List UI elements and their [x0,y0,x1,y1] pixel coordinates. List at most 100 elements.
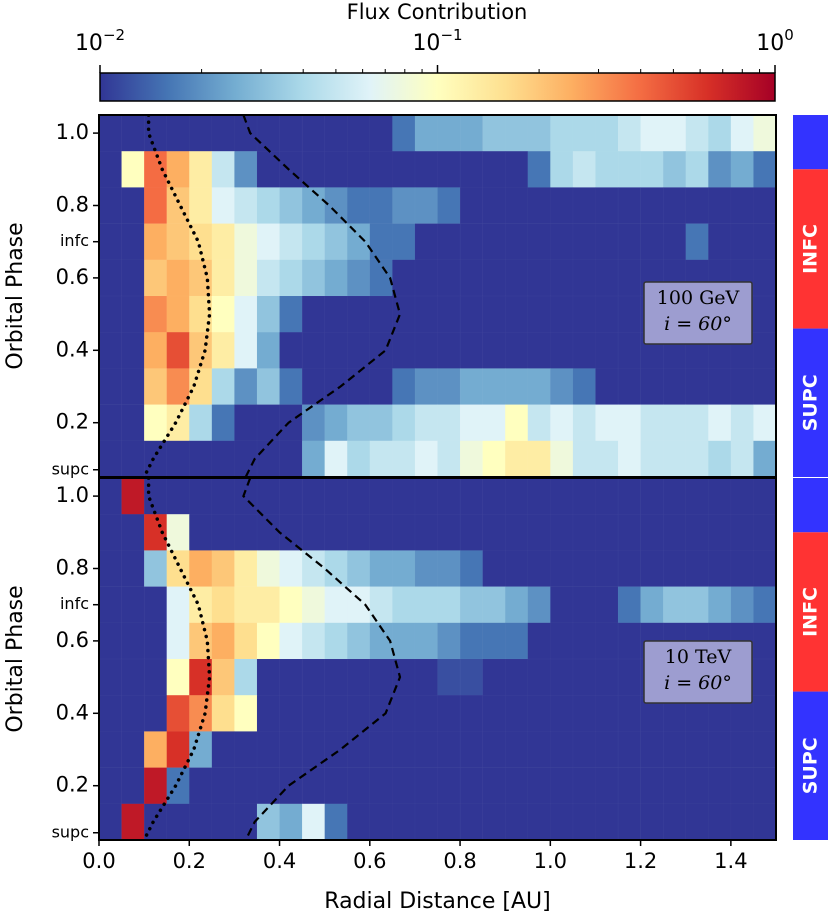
heatmap-cell [121,513,145,551]
heatmap-cell [640,223,664,261]
heatmap-cell [211,295,235,333]
heatmap-cell [662,731,687,769]
colorbar-tick-base: 10 [412,31,440,56]
heatmap-cell [392,368,416,406]
heatmap-cell [437,187,461,225]
heatmap-cell [121,259,145,297]
heatmap-cell [324,404,348,442]
colorbar-tick-exponent: −1 [440,26,462,44]
heatmap-cell [459,368,484,406]
heatmap-cell [369,658,393,696]
colorbar-tick-base: 10 [756,31,784,56]
heatmap-cell [753,259,777,297]
heatmap-cell [98,187,123,225]
heatmap-cell [550,803,574,841]
heatmap-cell [572,187,597,225]
heatmap-cell [617,440,642,478]
heatmap-cell [459,803,484,841]
heatmap-cell [392,223,416,261]
heatmap-cell [504,404,529,442]
heatmap-cell [730,767,754,805]
heatmap-cell [256,331,281,369]
heatmap-cell [121,694,145,732]
heatmap-cell [414,550,439,588]
heatmap-cell [550,440,574,478]
heatmap-cell [459,440,484,478]
heatmap-cell [572,223,597,261]
heatmap-cell [256,295,281,333]
heatmap-cell [708,767,732,805]
heatmap-cell [617,767,642,805]
heatmap-cell [166,114,190,152]
phase-band [793,328,828,477]
heatmap-cell [121,187,145,225]
heatmap-cell [459,223,484,261]
heatmap-cell [143,404,168,442]
heatmap-cell [437,331,461,369]
annotation-text: i = 60° [664,313,732,335]
heatmap-cell [437,586,461,624]
heatmap-cell [346,114,371,152]
y-tick-label: 0.2 [56,773,89,797]
heatmap-cell [527,259,551,297]
heatmap-cell [572,550,597,588]
heatmap-cell [234,513,258,551]
heatmap-cell [211,731,235,769]
heatmap-cell [459,658,484,696]
heatmap-cell [234,331,258,369]
heatmap-cell [617,477,642,515]
heatmap-cell [301,550,326,588]
heatmap-cell [301,622,326,660]
heatmap-cell [617,731,642,769]
y-tick-label: 0.8 [56,193,89,217]
heatmap-cell [730,477,754,515]
heatmap-cell [595,513,619,551]
heatmap-cell [482,550,506,588]
heatmap-cell [753,150,777,188]
heatmap-cell [640,803,664,841]
heatmap-cell [482,223,506,261]
heatmap-cell [708,368,732,406]
heatmap-cell [166,331,190,369]
heatmap-cell [301,586,326,624]
heatmap-cell [324,223,348,261]
heatmap-cell [550,368,574,406]
heatmap-cell [211,767,235,805]
heatmap-cell [753,658,777,696]
heatmap-cell [166,694,190,732]
heatmap-cell [256,658,281,696]
heatmap-cell [708,187,732,225]
heatmap-cell [414,477,439,515]
heatmap-cell [211,187,235,225]
heatmap-cell [617,331,642,369]
heatmap-cell [211,440,235,478]
heatmap-cell [98,477,123,515]
heatmap-cell [482,731,506,769]
heatmap-cell [482,187,506,225]
heatmap-cell [143,694,168,732]
heatmap-cell [550,150,574,188]
heatmap-cell [346,150,371,188]
heatmap-cell [189,223,213,261]
heatmap-cell [459,622,484,660]
heatmap-cell [753,694,777,732]
heatmap-cell [662,150,687,188]
heatmap-cell [98,513,123,551]
heatmap-cell [437,550,461,588]
heatmap-cell [572,150,597,188]
heatmap-cell [662,223,687,261]
heatmap-cell [527,658,551,696]
heatmap-cell [346,803,371,841]
y-tick-label: infc [60,594,89,613]
heatmap-cell [369,295,393,333]
heatmap-cell [166,731,190,769]
heatmap-cell [189,114,213,152]
heatmap-cell [640,731,664,769]
heatmap-cell [437,114,461,152]
heatmap-cell [572,331,597,369]
heatmap-cell [753,368,777,406]
heatmap-cell [166,259,190,297]
heatmap-cell [279,223,303,261]
heatmap-cell [595,187,619,225]
heatmap-cell [143,259,168,297]
